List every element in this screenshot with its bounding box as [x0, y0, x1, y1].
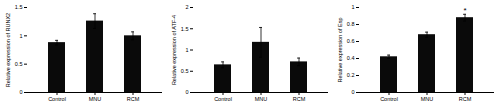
- svg-text:0.8: 0.8: [347, 21, 355, 27]
- svg-text:1.5: 1.5: [15, 4, 23, 10]
- svg-text:0.4: 0.4: [347, 55, 355, 61]
- svg-text:MNU: MNU: [421, 96, 434, 102]
- svg-text:1.5: 1.5: [181, 26, 189, 32]
- svg-text:1: 1: [19, 33, 22, 39]
- svg-text:0.5: 0.5: [181, 68, 189, 74]
- svg-text:*: *: [463, 6, 466, 15]
- svg-text:0.2: 0.2: [347, 72, 355, 78]
- svg-text:0.5: 0.5: [15, 61, 23, 67]
- svg-text:Relative expression of RUNX2: Relative expression of RUNX2: [5, 13, 11, 87]
- svg-text:Relative expression of ATF-4: Relative expression of ATF-4: [171, 15, 177, 85]
- svg-text:1: 1: [351, 4, 354, 10]
- svg-text:0: 0: [185, 89, 188, 95]
- svg-text:Relative expression of Esp: Relative expression of Esp: [337, 17, 343, 82]
- svg-text:RCM: RCM: [459, 96, 472, 102]
- svg-text:0: 0: [19, 89, 22, 95]
- svg-text:2: 2: [185, 4, 188, 10]
- svg-text:Control: Control: [214, 96, 232, 102]
- svg-text:RCM: RCM: [293, 96, 306, 102]
- svg-text:Control: Control: [380, 96, 398, 102]
- svg-text:0.6: 0.6: [347, 38, 355, 44]
- svg-text:1: 1: [185, 47, 188, 53]
- svg-text:Control: Control: [48, 96, 66, 102]
- svg-text:MNU: MNU: [89, 96, 102, 102]
- svg-text:RCM: RCM: [127, 96, 140, 102]
- svg-text:MNU: MNU: [255, 96, 268, 102]
- svg-text:0: 0: [351, 89, 354, 95]
